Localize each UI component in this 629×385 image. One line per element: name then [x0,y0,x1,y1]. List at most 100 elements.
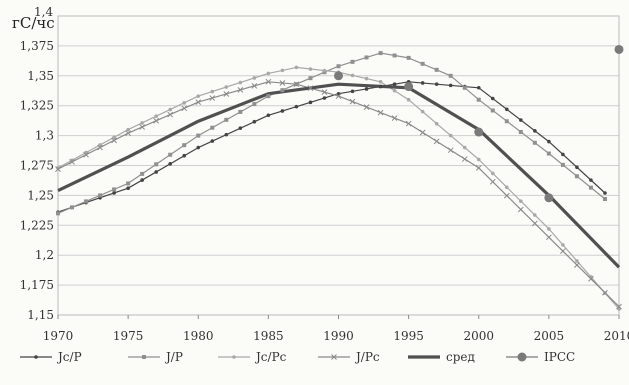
y-axis-label: гС/чс [12,14,55,32]
legend-marker [232,355,236,359]
legend-marker [517,352,527,362]
point-j-p [224,117,229,122]
point-j-p [392,53,397,58]
series-line-jc-pc [57,66,620,310]
point-j-pc [391,115,398,121]
point-j-p [546,151,551,156]
legend-marker [34,355,38,359]
point-j-p [602,196,607,201]
point-jc-pc [126,127,130,132]
legend-label: Jc/Pc [254,350,287,364]
point-jc-p [420,81,425,85]
point-jc-pc [308,67,313,71]
point-j-pc [209,95,216,101]
point-jc-pc [490,171,495,176]
y-tick-label: 1,35 [27,69,54,83]
point-j-p [364,55,369,60]
point-j-p [196,133,201,138]
y-tick-label: 1,175 [20,278,54,292]
point-j-p [476,97,481,102]
legend-item-jc-p: Jc/P [20,350,82,364]
point-jc-pc [561,243,565,247]
point-jc-pc [533,213,537,217]
point-j-pc [139,124,146,130]
legend-item-j-pc: J/Pc [318,350,380,364]
point-j-pc [349,98,356,105]
legend-label: J/Pc [354,350,380,364]
point-j-pc [153,117,160,124]
point-jc-pc [392,88,397,93]
point-ipcc [404,82,414,92]
point-jc-p [126,186,130,191]
point-jc-p [210,139,215,143]
point-j-pc [111,137,117,144]
x-axis: 1970 1975 1980 1985 1990 1995 2000 2005 2010 [43,315,629,343]
x-tick-label: 1980 [183,329,214,343]
legend-label: J/P [164,350,183,364]
x-tick-label: 2010 [604,329,629,343]
point-jc-p [154,170,158,174]
point-jc-pc [448,133,453,138]
legend-label: IPCC [544,350,575,364]
point-j-p [420,61,425,66]
series-markers [55,44,624,311]
legend-item-сред: сред [408,350,475,364]
point-j-p [490,108,495,113]
y-tick-label: 1,25 [27,188,54,202]
point-j-pc [489,178,496,185]
point-j-p [336,64,341,69]
x-tick-label: 1970 [43,329,74,343]
point-jc-pc [294,65,299,70]
point-j-p [588,185,593,190]
point-jc-p [224,132,229,137]
point-j-pc [55,166,61,172]
point-jc-p [350,89,355,94]
point-jc-p [505,107,509,112]
point-j-pc [69,159,75,165]
point-jc-pc [238,80,243,85]
legend-item-j-p: J/P [128,350,183,364]
x-tick-label: 1995 [393,329,424,343]
point-j-p [252,102,257,107]
point-jc-pc [266,71,271,76]
point-j-p [448,73,453,78]
point-jc-p [547,139,551,144]
legend-label: Jc/P [56,350,82,364]
point-jc-pc [575,259,579,263]
point-j-pc [546,234,552,241]
legend-item-ipcc: IPCC [506,350,575,364]
point-j-pc [419,129,426,136]
point-jc-pc [182,101,187,105]
series-line-j-pc [57,81,620,308]
point-jc-p [252,119,257,124]
point-j-pc [363,104,370,110]
point-j-p [210,125,215,130]
point-ipcc [474,127,484,137]
point-jc-p [182,153,187,158]
point-jc-p [603,191,607,195]
point-jc-p [112,191,116,195]
point-j-pc [321,89,328,95]
point-j-p [308,76,313,81]
legend-marker [331,354,337,360]
point-jc-p [589,178,593,182]
y-top-tick-label: 1,4 [34,5,53,19]
point-j-pc [602,289,608,296]
point-j-pc [223,91,230,97]
point-j-pc [405,120,412,127]
legend: Jc/P J/P Jc/Pc J/Pc сред IPCC [20,350,575,364]
point-jc-p [490,96,495,101]
point-j-p [518,130,523,135]
point-j-p [406,55,411,60]
point-jc-p [308,100,313,105]
point-ipcc [334,71,343,81]
point-jc-p [364,87,369,91]
y-tick-label: 1,2 [35,248,54,262]
point-j-pc [588,276,594,282]
point-jc-p [196,145,201,150]
point-jc-pc [420,109,425,114]
point-jc-pc [140,121,144,125]
point-jc-p [476,85,481,90]
y-tick-label: 1,325 [20,99,54,113]
point-j-pc [181,105,188,112]
